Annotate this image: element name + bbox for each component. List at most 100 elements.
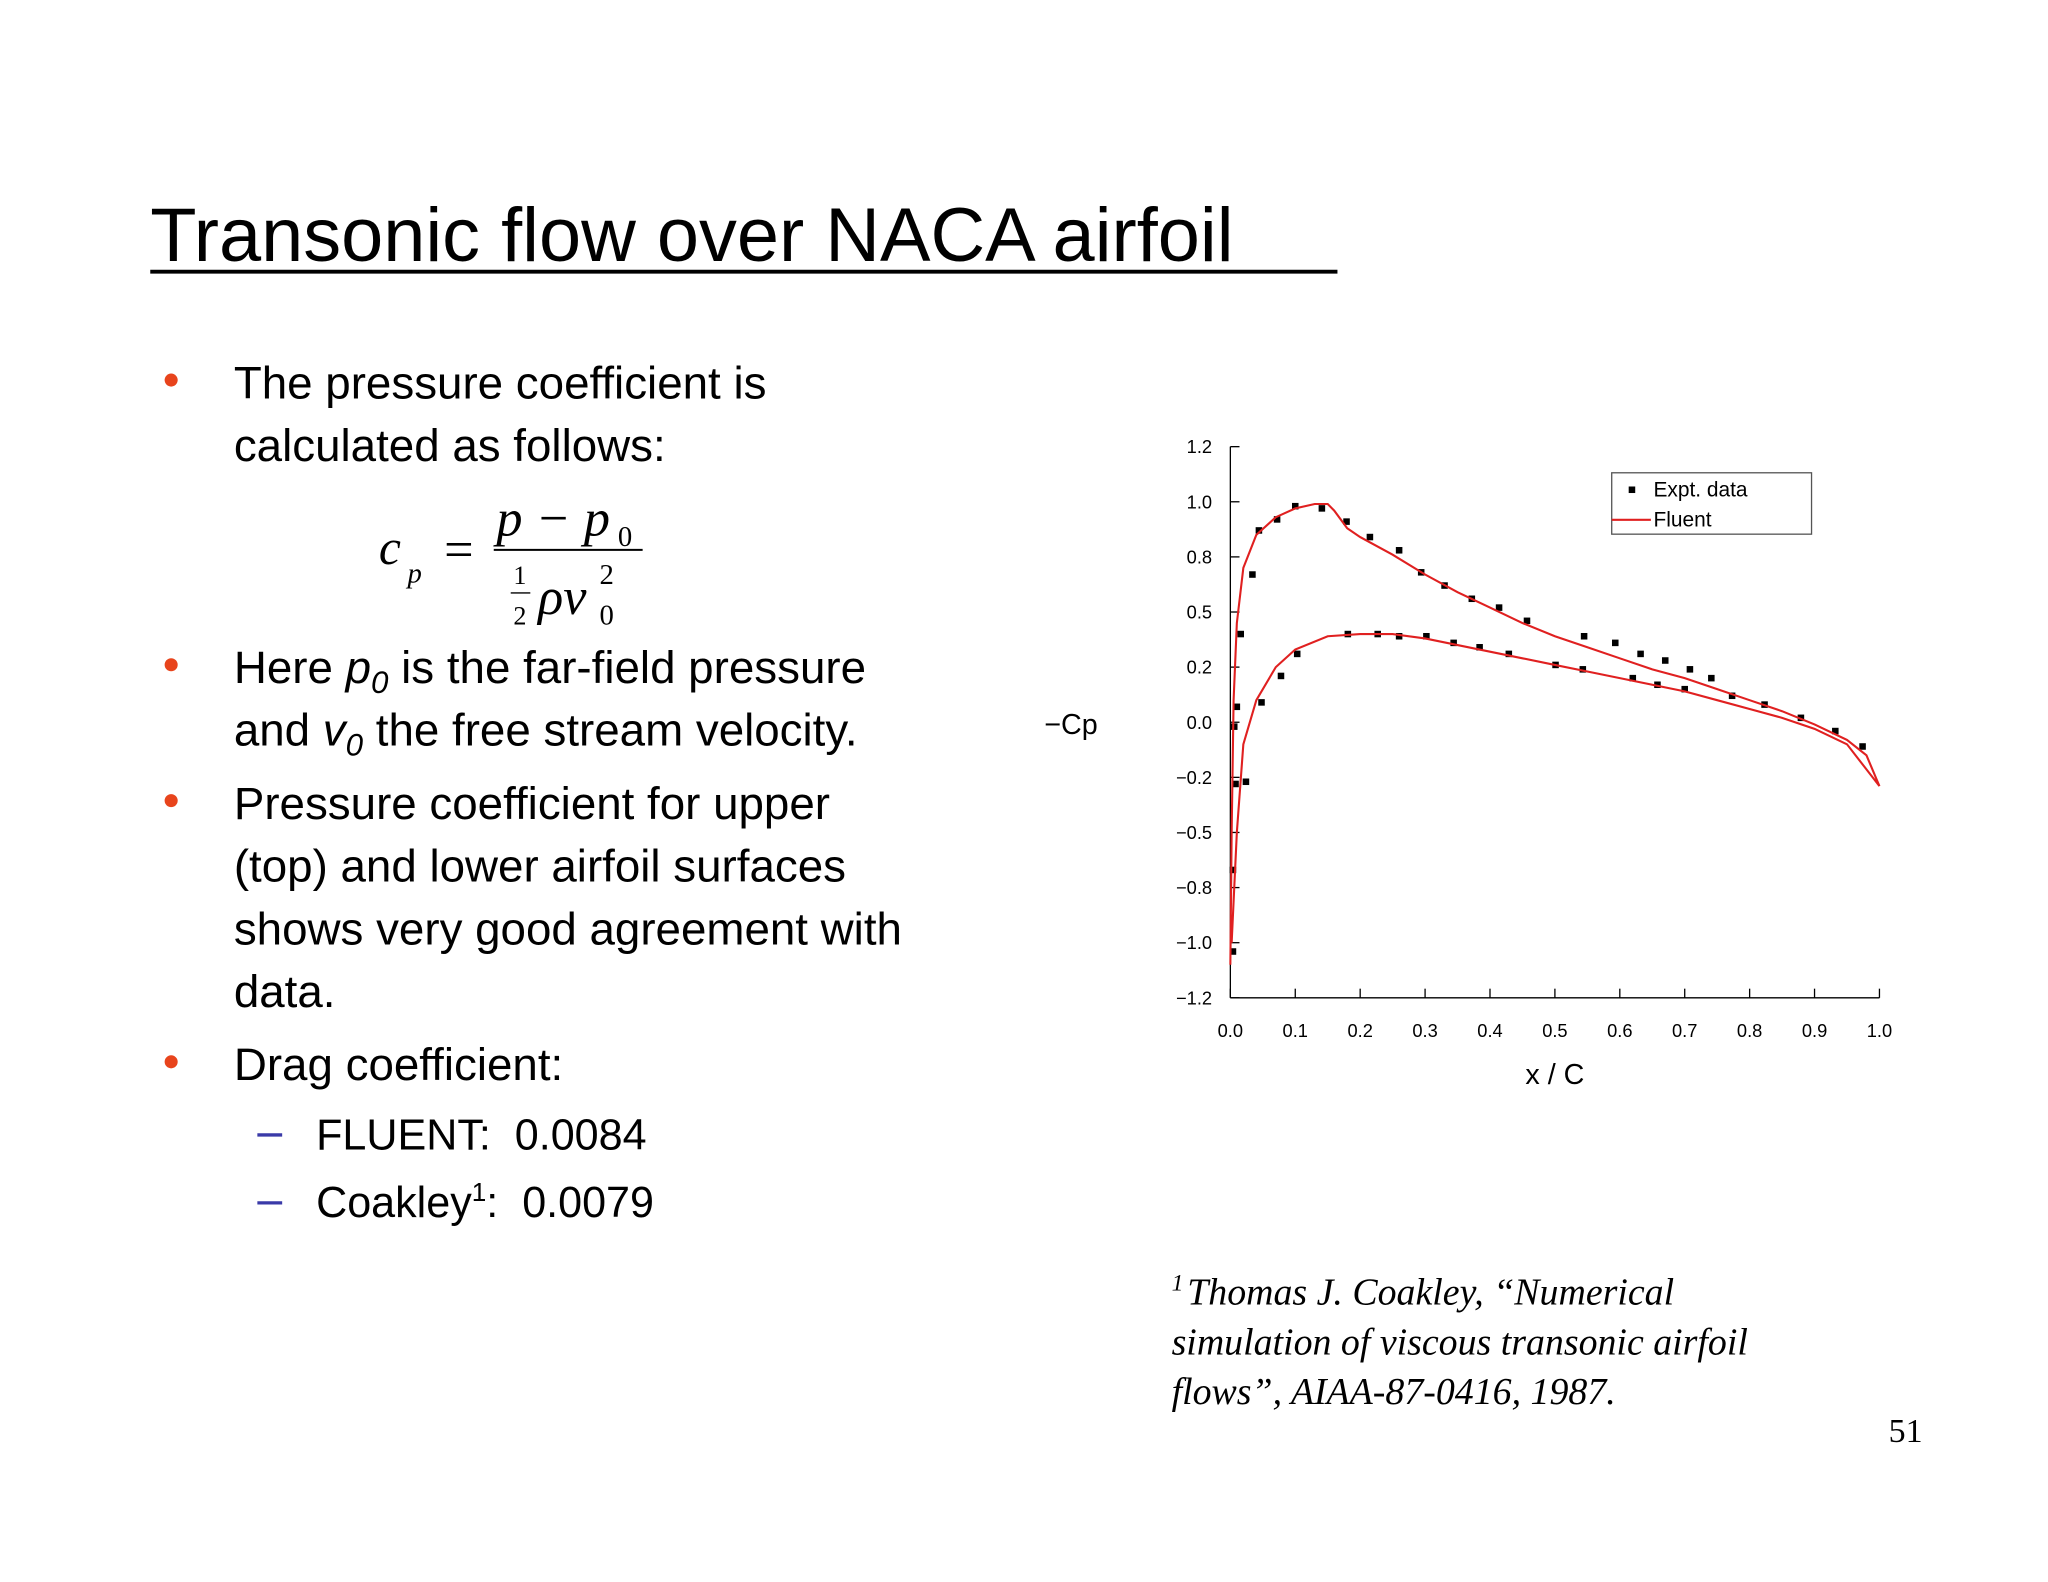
data-point [1242, 778, 1250, 786]
legend-label: Fluent [1654, 508, 1712, 531]
data-point [1681, 685, 1688, 693]
footnote: 1 Thomas J. Coakley, “Numerical simulation… [1172, 1270, 1748, 1413]
data-point [1612, 639, 1619, 647]
formula-part: 1 [513, 561, 526, 590]
text-run: The pressure coefficient is [234, 357, 767, 408]
y-tick-label: −0.2 [1176, 767, 1212, 788]
data-point [1293, 650, 1301, 658]
text-run: shows very good agreement with [234, 903, 902, 954]
x-tick-label: 0.9 [1802, 1020, 1827, 1041]
data-point [1318, 505, 1326, 512]
formula-part: = [444, 521, 473, 579]
data-point [1580, 632, 1588, 640]
formula-part: ρv [536, 568, 587, 626]
text-run: calculated as follows: [234, 420, 666, 471]
formula-part: 0 [618, 521, 632, 553]
data-point [1233, 703, 1241, 711]
data-point [1523, 617, 1531, 625]
text-run: the free stream velocity. [363, 705, 857, 756]
data-point [1229, 866, 1237, 874]
y-tick-label: 0.2 [1187, 657, 1212, 678]
formula-part: 2 [513, 601, 526, 630]
y-tick-label: 0.5 [1187, 602, 1212, 623]
y-tick-label: 0.0 [1187, 712, 1212, 733]
data-point [1661, 657, 1669, 664]
bullet-list: The pressure coefficient is calculated as… [164, 357, 902, 1090]
bullet-line: Here p0 is the far-field pressure [234, 642, 866, 700]
formula-part: 2 [600, 559, 614, 591]
x-tick-label: 0.6 [1607, 1020, 1632, 1041]
bullet-line: (top) and lower airfoil surfaces [234, 841, 846, 892]
formula-part: p [406, 557, 422, 589]
x-axis-label: x / C [1525, 1059, 1584, 1091]
data-point [1629, 674, 1637, 682]
data-point [1395, 632, 1403, 640]
legend-symbol [1628, 486, 1636, 494]
data-point [1258, 699, 1265, 706]
data-point [1686, 666, 1694, 673]
x-tick-label: 0.3 [1412, 1020, 1437, 1041]
bullet-line: Drag coefficient: [234, 1039, 563, 1090]
sub-bullet: Coakley1: 0.0079 [316, 1178, 654, 1228]
text-run: data. [234, 966, 336, 1017]
text-run: p [344, 642, 371, 693]
data-point [1237, 630, 1245, 638]
sub-bullet: FLUENT: 0.0084 [316, 1111, 646, 1159]
data-point [1273, 516, 1281, 523]
text-run: Here [234, 642, 346, 693]
text-run: is the far-field pressure [388, 642, 866, 693]
data-point [1229, 948, 1237, 955]
data-point [1255, 527, 1263, 534]
data-point [1366, 533, 1374, 541]
text-run: Pressure coefficient for upper [234, 778, 830, 829]
data-point [1579, 666, 1587, 673]
bullet-line: data. [234, 966, 336, 1017]
text-run: and [234, 705, 323, 756]
text-run: : 0.0079 [486, 1179, 654, 1227]
bullet-line: shows very good agreement with [234, 903, 902, 954]
bullet-dot [164, 794, 178, 808]
y-tick-label: 1.2 [1187, 436, 1212, 457]
x-tick-label: 0.8 [1737, 1020, 1762, 1041]
x-tick-label: 1.0 [1867, 1020, 1892, 1041]
data-point [1859, 743, 1866, 750]
text-run: FLUENT: 0.0084 [316, 1111, 646, 1159]
text-run: (top) and lower airfoil surfaces [234, 841, 846, 892]
footnote-mark: 1 [1172, 1270, 1184, 1296]
x-tick-label: 0.1 [1283, 1020, 1308, 1041]
data-point [1277, 672, 1285, 680]
page-number: 51 [1889, 1413, 1923, 1450]
text-run: v [323, 705, 349, 756]
x-tick-label: 0.0 [1218, 1020, 1243, 1041]
sub-bullets: FLUENT: 0.0084 Coakley1: 0.0079 [257, 1111, 654, 1227]
text-run: 1 [472, 1178, 487, 1208]
x-tick-label: 0.4 [1477, 1020, 1502, 1041]
footnote-line: flows”, AIAA-87-0416, 1987. [1172, 1371, 1616, 1413]
formula-part: c [379, 520, 401, 575]
data-point [1637, 650, 1644, 658]
data-point [1832, 727, 1839, 735]
data-point [1395, 547, 1403, 554]
y-tick-label: −0.8 [1176, 877, 1212, 898]
text-run: 0 [371, 665, 389, 700]
formula: c p = p − p 0 1 2 ρv 2 0 [379, 489, 643, 631]
data-point [1728, 692, 1736, 700]
x-tick-label: 0.2 [1347, 1020, 1372, 1041]
formula-part: 0 [600, 599, 614, 631]
footnote-line: simulation of viscous transonic airfoil [1172, 1321, 1748, 1363]
data-point [1476, 644, 1483, 651]
slide-title: Transonic flow over NACA airfoil [150, 193, 1233, 278]
text-run: 0 [346, 728, 364, 763]
text-run: Drag coefficient: [234, 1039, 563, 1090]
x-tick-label: 0.5 [1542, 1020, 1567, 1041]
data-point [1708, 674, 1715, 682]
footnote-line: Thomas J. Coakley, “Numerical [1187, 1272, 1674, 1314]
data-point [1505, 650, 1513, 658]
data-point [1232, 780, 1239, 788]
bullet-dot [164, 658, 178, 672]
data-point [1249, 571, 1256, 578]
legend-box [1611, 472, 1813, 535]
y-axis-label: −Cp [1044, 709, 1097, 741]
y-tick-label: −1.2 [1176, 987, 1212, 1008]
